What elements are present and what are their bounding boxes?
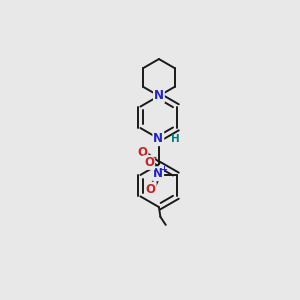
Text: +: +	[160, 165, 167, 174]
Text: O: O	[146, 183, 156, 196]
Text: N: N	[153, 132, 163, 145]
Text: -: -	[153, 153, 157, 163]
Text: O: O	[138, 146, 148, 159]
Text: O: O	[144, 156, 154, 169]
Text: N: N	[154, 89, 164, 102]
Text: N: N	[153, 167, 163, 180]
Text: H: H	[171, 134, 180, 144]
